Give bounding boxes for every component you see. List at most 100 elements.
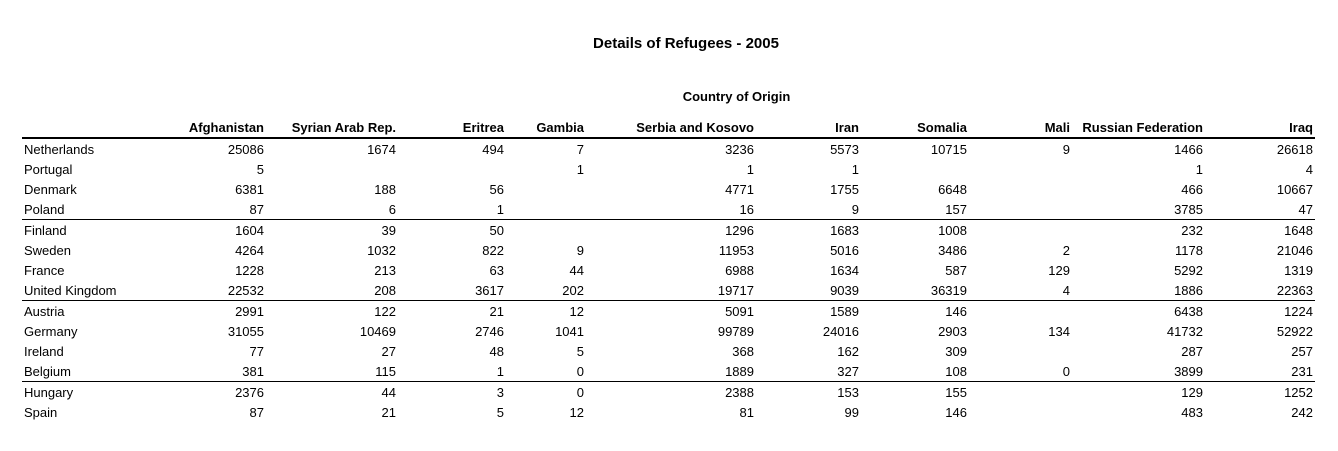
value-cell: 87: [249, 404, 264, 420]
value-cell: 1: [746, 161, 754, 177]
column-header: Somalia: [861, 117, 969, 139]
value-cell: 232: [1181, 222, 1203, 238]
value-cell: 5292: [1174, 262, 1203, 278]
value-cell: 22532: [162, 280, 266, 301]
table-row: France 1228 213 63 44 6988 1634 587 129 5292 1319: [22, 260, 1315, 280]
value-cell: 2991: [235, 303, 264, 319]
value-cell: 231: [1205, 361, 1315, 382]
value-cell: 1889: [586, 361, 756, 382]
value-cell: [969, 159, 1072, 179]
table-row: Netherlands 25086 1674 494 7 3236 5573 10715 9 14…: [22, 138, 1315, 159]
value-cell: 99789: [717, 323, 754, 339]
value-cell: 0: [969, 361, 1072, 382]
value-cell: [969, 382, 1072, 403]
value-cell: 162: [837, 343, 859, 359]
value-cell: 202: [506, 280, 586, 301]
report-title: Details of Refugees - 2005: [593, 35, 779, 52]
value-cell: 153: [837, 384, 859, 400]
value-cell: 208: [266, 280, 398, 301]
column-header: Afghanistan: [162, 117, 266, 139]
value-cell: 157: [861, 199, 969, 220]
column-header: Syrian Arab Rep.: [266, 117, 398, 139]
value-cell: 2388: [725, 384, 754, 400]
value-cell: 1589: [830, 303, 859, 319]
value-cell: 5573: [830, 141, 859, 157]
value-cell: 56: [489, 181, 504, 197]
value-cell: 1252: [1284, 384, 1313, 400]
value-cell: 3785: [1072, 199, 1205, 220]
value-cell: 31055: [227, 323, 264, 339]
value-cell: 3486: [938, 242, 967, 258]
value-cell: 3899: [1072, 361, 1205, 382]
value-cell: 1683: [830, 222, 859, 238]
country-column-header: [22, 117, 162, 139]
value-cell: 48: [489, 343, 504, 359]
country-cell: France: [24, 262, 65, 278]
value-cell: 47: [1205, 199, 1315, 220]
value-cell: 9039: [756, 280, 861, 301]
value-cell: 9: [756, 199, 861, 220]
column-group-heading: Country of Origin: [682, 89, 791, 104]
value-cell: 1604: [235, 222, 264, 238]
value-cell: 4: [969, 280, 1072, 301]
table-row: United Kingdom 22532 208 3617 202 19717 9039 36…: [22, 280, 1315, 301]
value-cell: [969, 402, 1072, 422]
value-cell: 27: [381, 343, 396, 359]
value-cell: 129: [1048, 262, 1070, 278]
value-cell: 6988: [725, 262, 754, 278]
value-cell: 6648: [938, 181, 967, 197]
value-cell: [969, 220, 1072, 241]
value-cell: 9: [1062, 141, 1070, 157]
value-cell: 3236: [725, 141, 754, 157]
value-cell: [969, 301, 1072, 322]
value-cell: 108: [861, 361, 969, 382]
country-cell: Hungary: [24, 384, 74, 400]
value-cell: 12: [569, 404, 584, 420]
value-cell: 4771: [725, 181, 754, 197]
value-cell: 87: [162, 199, 266, 220]
value-cell: [969, 179, 1072, 199]
value-cell: 63: [489, 262, 504, 278]
value-cell: 494: [482, 141, 504, 157]
value-cell: [969, 341, 1072, 361]
value-cell: 4264: [235, 242, 264, 258]
value-cell: 3617: [398, 280, 506, 301]
value-cell: 24016: [822, 323, 859, 339]
column-header: Mali: [969, 117, 1072, 139]
value-cell: 39: [381, 222, 396, 238]
value-cell: 1224: [1284, 303, 1313, 319]
value-cell: 1: [1195, 161, 1203, 177]
value-cell: 309: [945, 343, 967, 359]
value-cell: 368: [732, 343, 754, 359]
value-cell: 1648: [1284, 222, 1313, 238]
value-cell: [506, 179, 586, 199]
country-cell: Portugal: [24, 161, 73, 177]
value-cell: 50: [489, 222, 504, 238]
country-cell: Sweden: [24, 242, 71, 258]
value-cell: 381: [162, 361, 266, 382]
value-cell: 5: [576, 343, 584, 359]
country-cell: Netherlands: [24, 141, 95, 157]
value-cell: [266, 159, 398, 179]
value-cell: 21: [489, 303, 504, 319]
value-cell: 188: [374, 181, 396, 197]
table-row: Denmark 6381 188 56 4771 1755 6648 466 10667: [22, 179, 1315, 199]
value-cell: 21046: [1276, 242, 1313, 258]
value-cell: 1755: [830, 181, 859, 197]
value-cell: 146: [945, 404, 967, 420]
value-cell: 44: [569, 262, 584, 278]
value-cell: 5: [256, 161, 264, 177]
table-row: Austria 2991 122 21 12 5091 1589 146 6438 1224: [22, 301, 1315, 322]
value-cell: 44: [381, 384, 396, 400]
value-cell: 1041: [555, 323, 584, 339]
table-row: Poland 87 6 1 16 9 157 3785 47: [22, 199, 1315, 220]
value-cell: 6381: [235, 181, 264, 197]
value-cell: 1: [398, 361, 506, 382]
value-cell: 1319: [1284, 262, 1313, 278]
value-cell: 5091: [725, 303, 754, 319]
value-cell: 22363: [1205, 280, 1315, 301]
table-row: Sweden 4264 1032 822 9 11953 5016 3486 2 1178 2104…: [22, 240, 1315, 260]
value-cell: 52922: [1276, 323, 1313, 339]
value-cell: 822: [482, 242, 504, 258]
value-cell: 81: [739, 404, 754, 420]
